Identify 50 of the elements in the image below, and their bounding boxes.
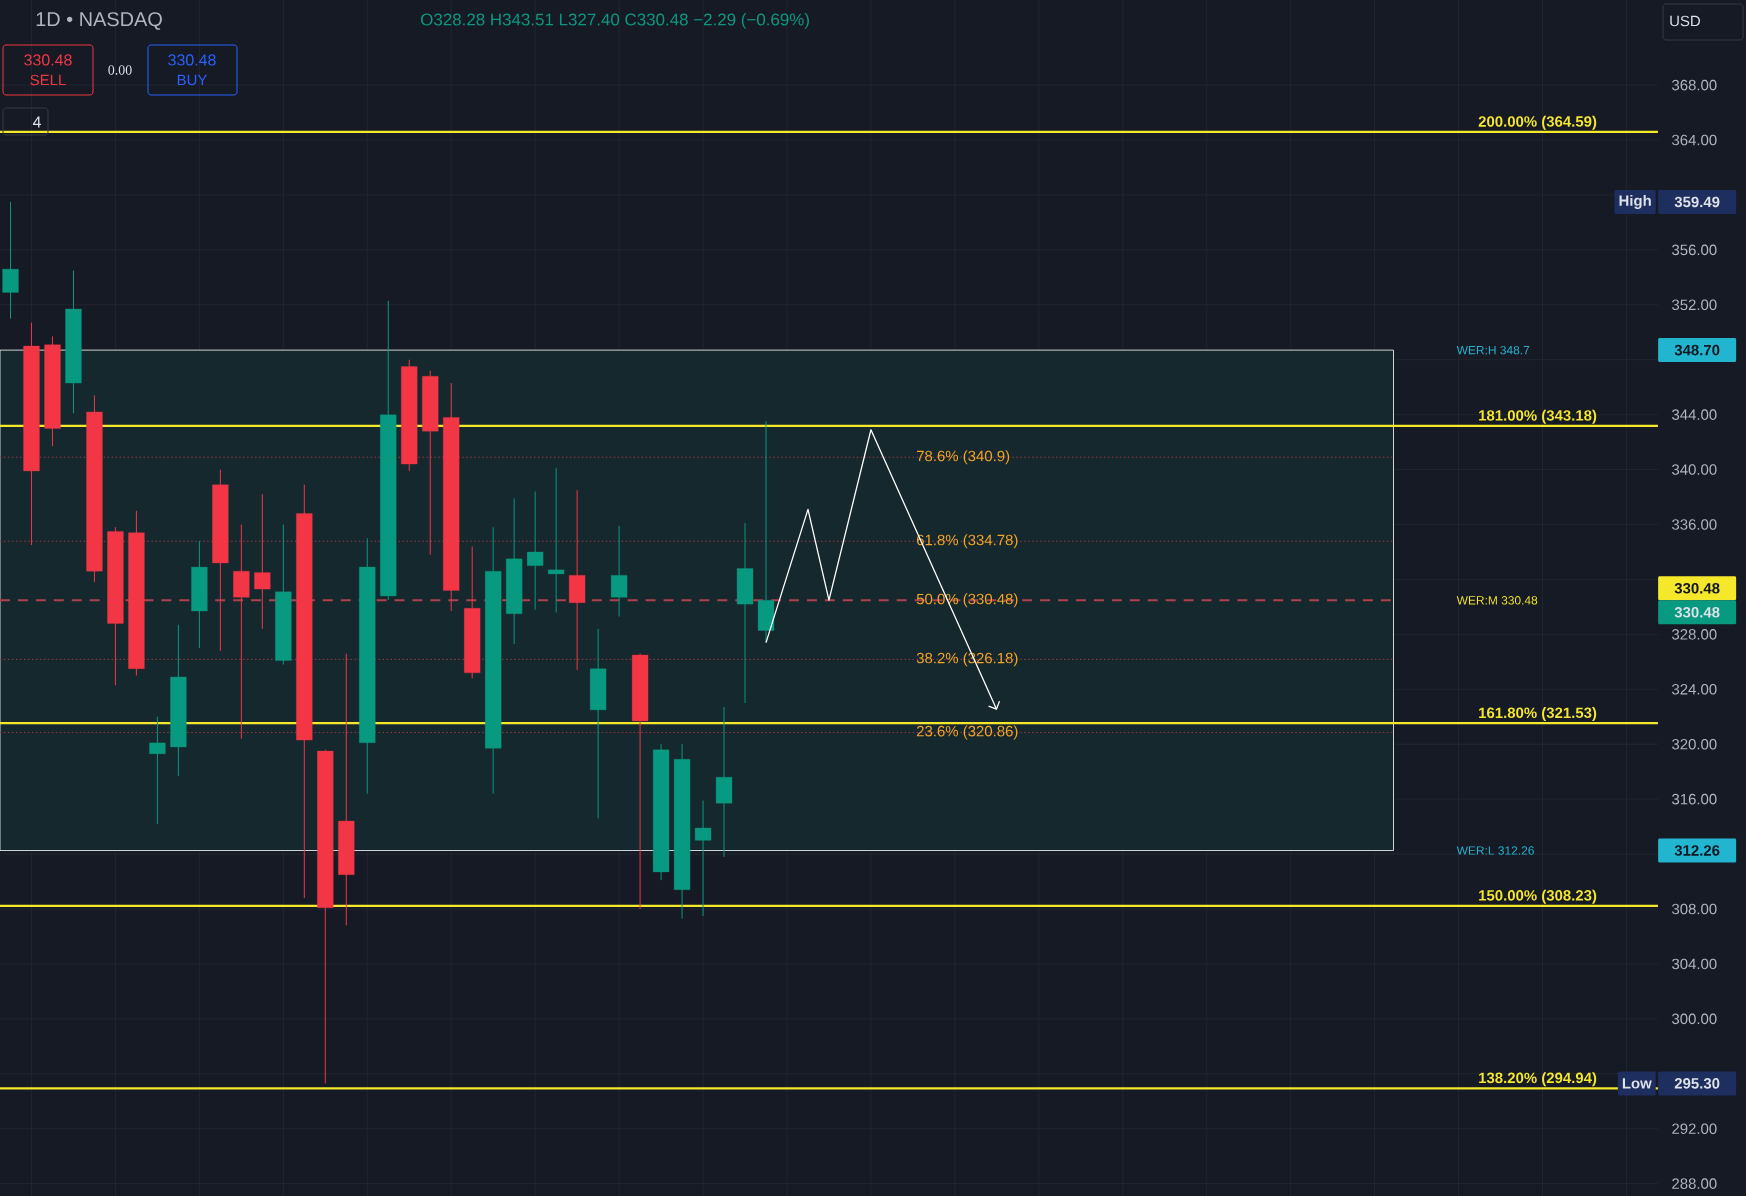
text: 295.30	[1674, 1078, 1720, 1089]
y-tick-label: 352.00	[1672, 299, 1717, 311]
annotation: Low	[1622, 1078, 1652, 1089]
y-tick-label: 340.00	[1672, 464, 1717, 475]
ref-line-label: 200.00% (364.59)	[1478, 115, 1597, 130]
y-tick-label: 300.00	[1672, 1013, 1717, 1025]
candlestick	[610, 525, 628, 618]
candlestick	[527, 491, 544, 611]
text: 312.26	[1674, 845, 1720, 856]
candlestick	[694, 800, 712, 917]
ref-line-label: 138.20% (294.94)	[1479, 1072, 1597, 1087]
candlestick	[254, 493, 271, 630]
annotation: 4	[32, 116, 41, 128]
annotation: High	[1619, 194, 1651, 209]
annotation: WER:H 348.7	[1456, 345, 1530, 355]
annotation: WER:M 330.48	[1456, 596, 1538, 605]
y-tick-label: 356.00	[1672, 244, 1717, 256]
ref-line-label: 181.00% (343.18)	[1479, 409, 1597, 424]
y-tick-label: 316.00	[1672, 793, 1717, 805]
text: 330.48	[1674, 607, 1720, 618]
y-tick-label: 364.00	[1672, 134, 1717, 146]
candlestick	[548, 467, 565, 613]
annotation: 330.48	[168, 54, 216, 66]
annotation: O328.28 H343.51 L327.40 C330.48 −2.29 (−0.69%)	[421, 13, 809, 29]
text: 359.49	[1674, 196, 1720, 208]
annotation: BUY	[177, 74, 208, 86]
candlestick	[149, 716, 166, 825]
annotation: WER:L 312.26	[1456, 846, 1534, 855]
annotation: 330.48	[24, 54, 72, 66]
text: 348.70	[1674, 344, 1720, 356]
text: 330.48	[1674, 583, 1720, 594]
candlestick	[2, 201, 19, 320]
y-tick-label: 328.00	[1672, 629, 1717, 640]
y-tick-label: 288.00	[1672, 1178, 1717, 1189]
y-tick-label: 320.00	[1672, 738, 1717, 750]
text: USD	[1670, 15, 1700, 27]
y-tick-label: 344.00	[1672, 409, 1717, 420]
y-tick-label: 336.00	[1672, 519, 1717, 530]
ref-line-label: 150.00% (308.23)	[1479, 889, 1597, 904]
annotation: SELL	[30, 74, 66, 86]
y-tick-label: 324.00	[1672, 684, 1717, 695]
ref-line-label: 78.6% (340.9)	[916, 450, 1010, 465]
ref-line-label: 161.80% (321.53)	[1479, 707, 1597, 722]
annotation: 1D • NASDAQ	[36, 12, 162, 30]
y-tick-label: 304.00	[1672, 958, 1717, 970]
annotation: 0.00	[108, 65, 132, 75]
y-tick-label: 308.00	[1672, 903, 1717, 915]
y-tick-label: 368.00	[1672, 79, 1717, 91]
ref-line-label: 23.6% (320.86)	[916, 725, 1018, 740]
y-tick-label: 292.00	[1672, 1123, 1717, 1134]
